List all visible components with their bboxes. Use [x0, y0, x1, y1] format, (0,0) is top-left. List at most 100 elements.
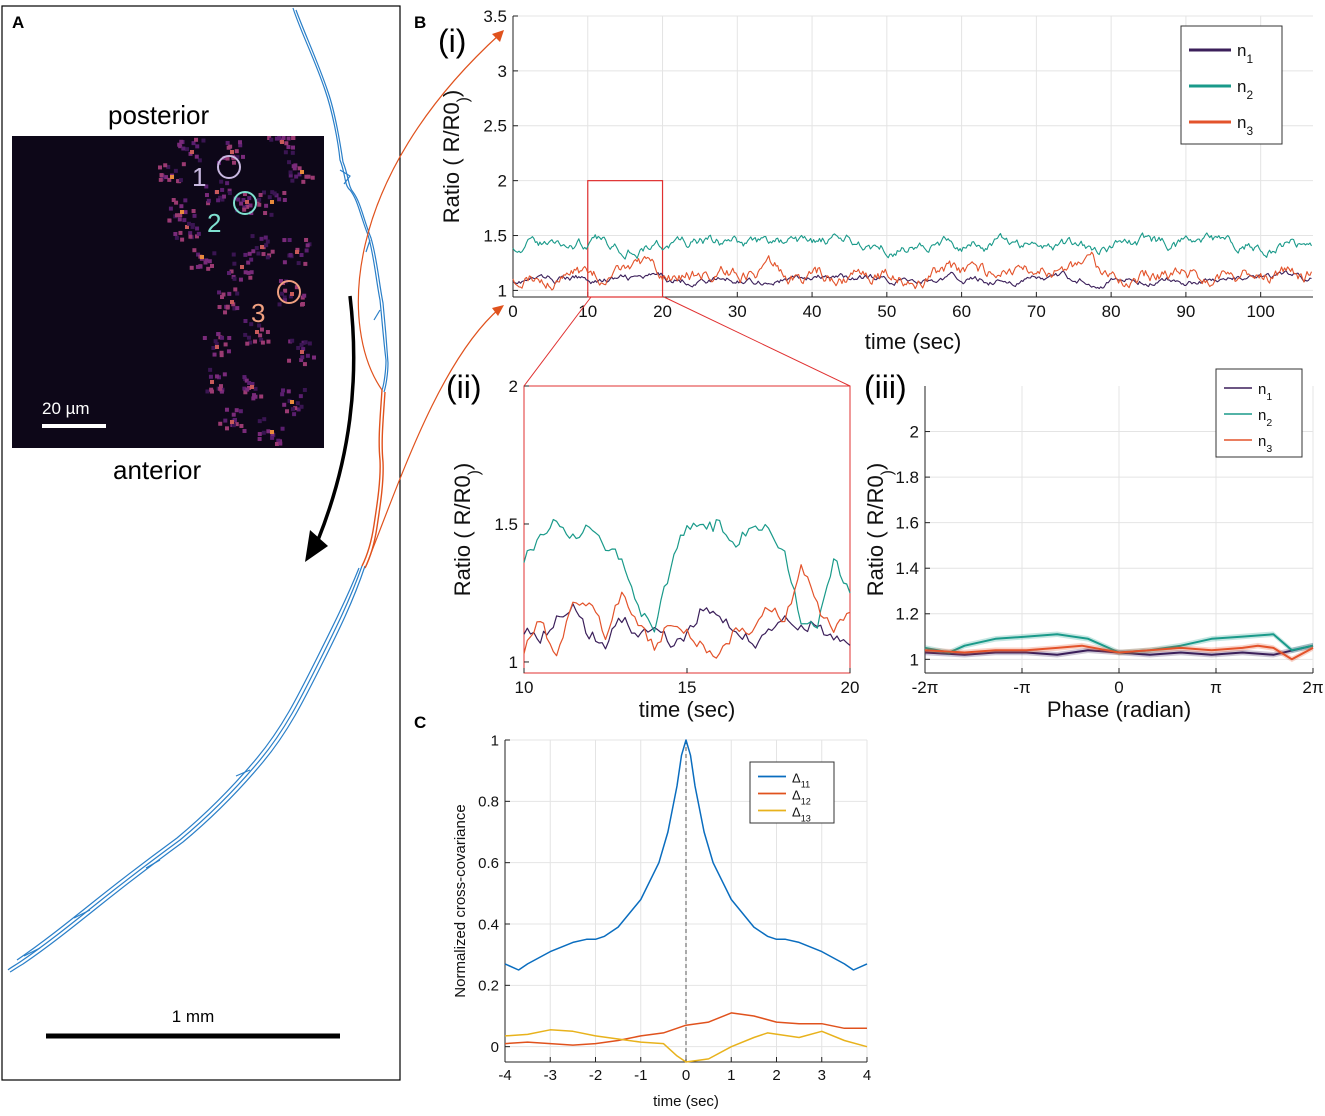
cell-pixel	[225, 140, 230, 145]
x-tick-label: -2π	[912, 678, 939, 697]
cell-pixel	[242, 386, 247, 391]
cell-pixel	[266, 429, 271, 434]
cell-pixel	[220, 187, 225, 192]
panel-a-label: A	[12, 13, 24, 32]
cell-pixel	[254, 246, 259, 251]
cell-pixel	[194, 234, 199, 239]
connector-arrows	[357, 33, 501, 567]
connector-arrow-head-1	[492, 30, 504, 42]
x-tick-label: 10	[578, 302, 597, 321]
cell-pixel	[299, 358, 304, 363]
cell-pixel	[236, 197, 241, 202]
cell-pixel	[167, 177, 172, 182]
legend-label-n2: n2	[1237, 77, 1253, 102]
x-tick-label: 30	[728, 302, 747, 321]
cell-bright-pixel	[180, 210, 184, 214]
cell-bright-pixel	[300, 170, 304, 174]
cell-pixel	[217, 305, 222, 310]
cell-pixel	[246, 335, 251, 340]
cell-pixel	[197, 158, 202, 163]
cell-pixel	[263, 211, 268, 216]
cell-pixel	[238, 409, 243, 414]
cell-pixel	[174, 213, 179, 218]
x-tick-label: 10	[515, 678, 534, 697]
cell-pixel	[282, 260, 287, 265]
legend-label-main: Δ	[792, 788, 801, 803]
cell-pixel	[220, 197, 225, 202]
cell-bright-pixel	[290, 400, 294, 404]
series-line-n2	[523, 518, 851, 633]
cell-pixel	[304, 237, 309, 242]
cell-pixel	[298, 394, 303, 399]
x-tick-label: 4	[863, 1067, 871, 1084]
cell-pixel	[299, 404, 304, 409]
x-tick-label: -π	[1013, 678, 1030, 697]
cell-pixel	[214, 374, 219, 379]
cell-pixel	[218, 421, 223, 426]
cell-pixel	[242, 375, 247, 380]
y-tick-label: 1.5	[494, 515, 518, 534]
cell-pixel	[218, 195, 223, 200]
cell-pixel	[235, 306, 240, 311]
legend-label-main: n	[1237, 113, 1246, 132]
cell-bright-pixel	[200, 255, 204, 259]
panel-b-ii-label: (ii)	[446, 369, 482, 405]
legend-label-Δ12: Δ12	[792, 788, 811, 807]
cell-pixel	[290, 150, 295, 155]
cell-pixel	[303, 261, 308, 266]
zoom-connectors	[523, 296, 851, 387]
cell-pixel	[227, 335, 232, 340]
legend-label-n3: n3	[1258, 433, 1272, 455]
cell-pixel	[280, 426, 285, 431]
cell-pixel	[312, 355, 317, 360]
cell-pixel	[278, 441, 283, 446]
cell-pixel	[280, 392, 285, 397]
cell-bright-pixel	[230, 300, 234, 304]
cell-pixel	[277, 136, 282, 140]
cell-pixel	[181, 146, 186, 151]
y-axis-label-sub: )	[466, 470, 483, 475]
cell-pixel	[174, 235, 179, 240]
cell-bright-pixel	[250, 385, 254, 389]
cell-pixel	[227, 191, 232, 196]
cell-pixel	[173, 232, 178, 237]
direction-arrow	[316, 295, 356, 541]
cell-pixel	[167, 218, 172, 223]
cell-pixel	[287, 160, 292, 165]
legend-label-sub: 2	[1246, 88, 1253, 102]
cell-pixel	[237, 140, 242, 145]
cell-pixel	[288, 170, 293, 175]
cell-pixel	[290, 178, 295, 183]
legend-label-n3: n3	[1237, 113, 1253, 138]
y-tick-label: 1	[498, 281, 507, 300]
neuron-2-label: 2	[207, 208, 221, 238]
cell-pixel	[179, 204, 184, 209]
x-tick-label: 40	[803, 302, 822, 321]
cell-pixel	[224, 407, 229, 412]
y-tick-label: 1.5	[483, 226, 507, 245]
cell-pixel	[296, 407, 301, 412]
legend-label-sub: 1	[1266, 391, 1272, 403]
y-tick-label: 1.8	[895, 468, 919, 487]
cell-pixel	[292, 166, 297, 171]
cell-pixel	[220, 294, 225, 299]
y-axis-label: Ratio ( R/R0))	[439, 90, 472, 224]
legend-label-main: n	[1237, 77, 1246, 96]
cell-pixel	[178, 213, 183, 218]
cell-pixel	[174, 200, 179, 205]
cell-pixel	[242, 428, 247, 433]
cell-bright-pixel	[230, 420, 234, 424]
cell-pixel	[232, 306, 237, 311]
cell-pixel	[297, 166, 302, 171]
cell-pixel	[304, 174, 309, 179]
cell-pixel	[213, 339, 218, 344]
cell-pixel	[288, 294, 293, 299]
cell-pixel	[283, 150, 288, 155]
cell-pixel	[242, 192, 247, 197]
cell-pixel	[250, 381, 255, 386]
cell-pixel	[192, 213, 197, 218]
cell-pixel	[248, 275, 253, 280]
cell-pixel	[295, 247, 300, 252]
cell-pixel	[274, 442, 279, 446]
connector-arrow-head-2	[492, 305, 504, 316]
